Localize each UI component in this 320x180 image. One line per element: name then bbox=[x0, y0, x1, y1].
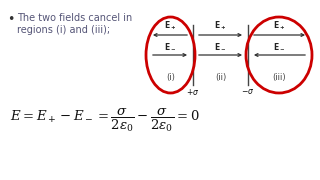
Text: regions (i) and (iii);: regions (i) and (iii); bbox=[17, 25, 110, 35]
Text: $\mathbf{E_+}$: $\mathbf{E_+}$ bbox=[273, 19, 285, 32]
Text: $\mathbf{E_+}$: $\mathbf{E_+}$ bbox=[214, 19, 227, 32]
Text: (i): (i) bbox=[166, 73, 175, 82]
Text: $\mathbf{E_-}$: $\mathbf{E_-}$ bbox=[164, 42, 177, 52]
Text: (ii): (ii) bbox=[215, 73, 226, 82]
Text: $-\sigma$: $-\sigma$ bbox=[241, 87, 255, 96]
Text: $+\sigma$: $+\sigma$ bbox=[186, 87, 200, 97]
Text: •: • bbox=[7, 13, 14, 26]
Text: $\mathbf{E_+}$: $\mathbf{E_+}$ bbox=[164, 19, 177, 32]
Text: (iii): (iii) bbox=[272, 73, 286, 82]
Text: $\mathbf{E_-}$: $\mathbf{E_-}$ bbox=[214, 42, 227, 52]
Text: $\mathbf{E_-}$: $\mathbf{E_-}$ bbox=[273, 42, 285, 52]
Text: The two fields cancel in: The two fields cancel in bbox=[17, 13, 132, 23]
Text: $E = E_+ - E_- = \dfrac{\sigma}{2\epsilon_0} - \dfrac{\sigma}{2\epsilon_0} = 0$: $E = E_+ - E_- = \dfrac{\sigma}{2\epsilo… bbox=[10, 106, 199, 134]
